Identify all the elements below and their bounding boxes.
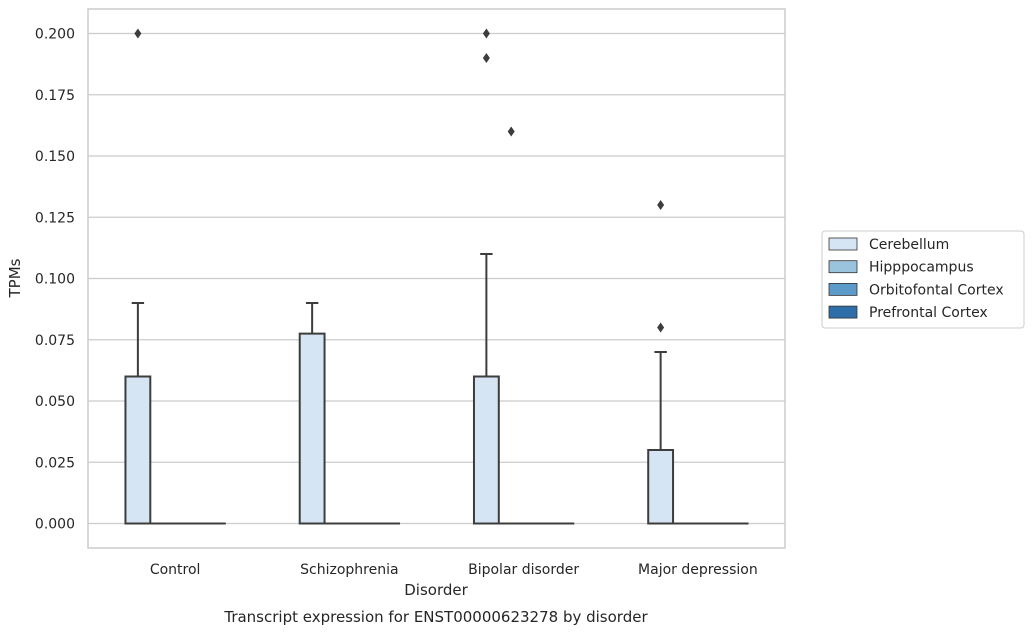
box-group [647,200,675,525]
y-tick-labels: 0.000 0.025 0.050 0.075 0.100 0.125 0.150 0.175… [35,27,75,533]
y-tick-label: 0.125 [35,210,75,226]
y-tick-label: 0.100 [35,272,75,288]
plot-frame [87,8,786,549]
y-tick-label: 0.025 [35,455,75,471]
box-marks [124,28,749,525]
y-tick-label: 0.150 [35,149,75,165]
box-group [124,28,152,525]
legend-swatch [828,305,858,319]
legend-swatch [828,282,858,296]
x-axis-label: Disorder [404,581,468,599]
box-body [647,449,675,525]
box-body [124,375,152,525]
y-axis-label: TPMs [6,258,24,298]
outlier-point [507,126,515,137]
outlier-point [482,28,490,39]
y-tick-label: 0.000 [35,517,75,533]
y-tick-label: 0.075 [35,333,75,349]
outlier-point [134,28,142,39]
outlier-point [657,322,665,333]
legend-frame [821,230,1025,329]
y-tick-label: 0.175 [35,88,75,104]
x-tick-label: Bipolar disorder [468,562,579,578]
x-tick-label: Control [150,562,201,578]
legend-label: Cerebellum [869,237,949,253]
legend-swatch [828,260,858,274]
y-tick-label: 0.200 [35,27,75,43]
box-group [472,28,500,525]
chart-caption: Transcript expression for ENST0000062327… [223,608,648,626]
x-tick-labels: Control Schizophrenia Bipolar disorder Majo… [150,562,758,578]
y-tick-label: 0.050 [35,394,75,410]
legend: Cerebellum Hipppocampus Orbitofontal Corte… [821,230,1025,329]
box-body [298,332,326,525]
legend-items: Cerebellum Hipppocampus Orbitofontal Corte… [828,237,1004,321]
legend-label: Orbitofontal Cortex [869,282,1004,298]
box-group [298,302,326,525]
outlier-point [482,53,490,63]
x-tick-label: Major depression [638,562,758,578]
box-body [472,375,500,525]
legend-label: Prefrontal Cortex [869,305,988,321]
x-tick-label: Schizophrenia [300,562,398,578]
legend-label: Hipppocampus [869,260,974,276]
outlier-point [657,200,665,210]
legend-swatch [828,237,858,251]
